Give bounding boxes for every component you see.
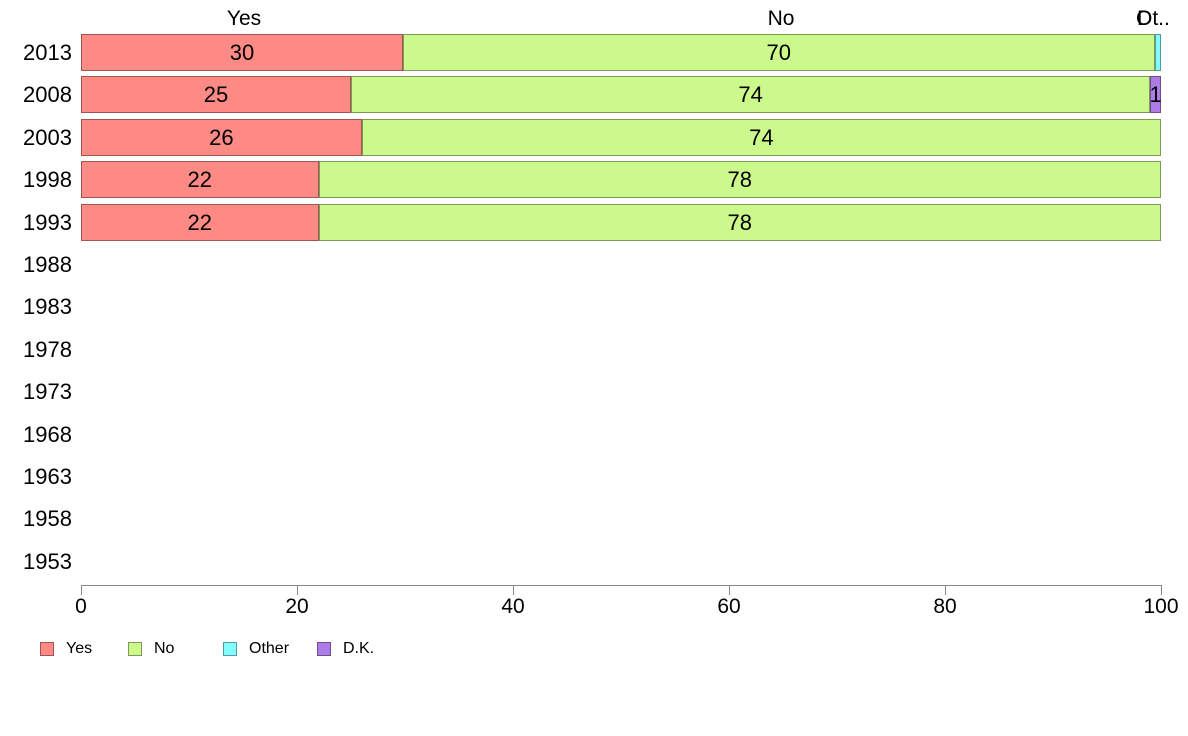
year-label: 1963: [23, 464, 72, 489]
year-label: 1983: [23, 294, 72, 320]
year-label: 1988: [23, 252, 72, 277]
bar-segment-no: 70: [403, 34, 1155, 71]
bar-segment-yes: 26: [81, 118, 362, 156]
bar-segment-no: 74: [361, 118, 1161, 156]
x-tick-label: 20: [285, 595, 309, 618]
bar-value-label: 78: [727, 167, 753, 193]
bar-value-label: 1: [1149, 82, 1162, 108]
bar-segment-other: [1154, 34, 1161, 71]
column-header-dk-overlap: D: [1137, 7, 1153, 30]
x-tick-label: 80: [933, 595, 957, 618]
bar-row: 22 78: [81, 203, 1161, 241]
bar-value-label: 22: [187, 209, 213, 235]
year-label: 1993: [23, 209, 72, 235]
bar-value-label: 74: [738, 82, 763, 108]
bar-segment-no: 78: [318, 203, 1161, 241]
bar-value-label: 25: [203, 82, 229, 108]
bar-segment-yes: 22: [81, 203, 319, 241]
x-tick-mark: [297, 585, 298, 595]
column-header-no: No: [767, 7, 795, 30]
bar-value-label: 70: [766, 40, 792, 65]
column-header-yes: Yes: [226, 7, 262, 30]
x-tick-mark: [1161, 585, 1162, 595]
bar-value-label: 26: [209, 124, 234, 150]
x-tick-mark: [513, 585, 514, 595]
year-label: 1958: [23, 506, 72, 532]
legend-label: Yes: [66, 639, 93, 657]
legend-label: Other: [249, 639, 290, 657]
bar-segment-dk: 1: [1149, 76, 1162, 114]
legend-label: No: [154, 639, 175, 657]
year-label: 1973: [23, 379, 72, 405]
bar-value-label: 74: [749, 124, 774, 150]
bar-row: 30 70: [81, 34, 1161, 71]
year-label: 1953: [23, 548, 72, 574]
legend-swatch: [317, 641, 331, 656]
bar-row: 22 78: [81, 161, 1161, 199]
bar-segment-yes: 30: [81, 34, 404, 71]
year-label: 2013: [23, 40, 72, 65]
bar-segment-no: 74: [351, 76, 1151, 114]
bar-row: 25 74 1: [81, 76, 1162, 114]
column-header-other: Ot..: [1136, 7, 1170, 30]
legend-item-dk: D.K.: [317, 640, 374, 657]
legend-item-other: Other: [223, 640, 289, 657]
x-tick-label: 40: [501, 595, 525, 618]
bar-value-label: 78: [727, 209, 753, 235]
bar-segment-no: 78: [318, 161, 1161, 199]
year-label: 2008: [23, 82, 72, 108]
x-tick-label: 100: [1143, 595, 1179, 618]
year-label: 1978: [23, 336, 72, 362]
x-tick-mark: [729, 585, 730, 595]
x-tick-label: 60: [717, 595, 741, 618]
year-label: 1998: [23, 167, 72, 193]
bar-value-label: 30: [229, 40, 255, 65]
x-tick-mark: [945, 585, 946, 595]
x-axis-line: [81, 585, 1162, 586]
year-label: 2003: [23, 124, 72, 150]
legend-item-yes: Yes: [40, 640, 92, 657]
legend-item-no: No: [128, 640, 174, 657]
bar-row: 26 74: [81, 118, 1161, 156]
x-tick-label: 0: [75, 595, 87, 618]
legend-swatch: [223, 641, 237, 656]
legend-label: D.K.: [343, 639, 375, 657]
bar-segment-yes: 22: [81, 161, 319, 199]
x-tick-mark: [81, 585, 82, 595]
bar-segment-yes: 25: [81, 76, 351, 114]
year-label: 1968: [23, 421, 72, 447]
bar-value-label: 22: [187, 167, 213, 193]
legend-swatch: [40, 641, 54, 656]
legend-swatch: [128, 641, 142, 656]
